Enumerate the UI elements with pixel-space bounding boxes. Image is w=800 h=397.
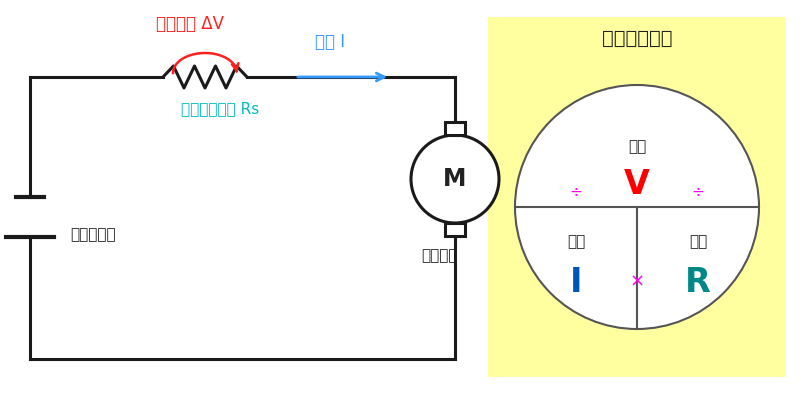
Circle shape [411,135,499,223]
Text: オームの法則: オームの法則 [602,29,672,48]
Text: ÷: ÷ [692,184,704,199]
Text: I: I [570,266,582,299]
Bar [445,122,465,135]
Text: モーター: モーター [422,248,458,263]
Text: V: V [624,168,650,202]
Text: 電流 I: 電流 I [315,33,345,51]
Text: 電圧: 電圧 [628,139,646,154]
Text: 電圧降下 ΔV: 電圧降下 ΔV [156,15,224,33]
Text: M: M [443,167,466,191]
Text: 抵抗: 抵抗 [689,235,707,249]
Text: R: R [685,266,711,299]
Text: ÷: ÷ [570,184,582,199]
Text: ×: × [630,273,645,291]
Text: シャント抵抗 Rs: シャント抵抗 Rs [181,102,259,116]
Text: 電流: 電流 [567,235,585,249]
Text: バッテリー: バッテリー [70,227,116,243]
Bar [445,223,465,236]
Bar [488,17,786,377]
Circle shape [515,85,759,329]
